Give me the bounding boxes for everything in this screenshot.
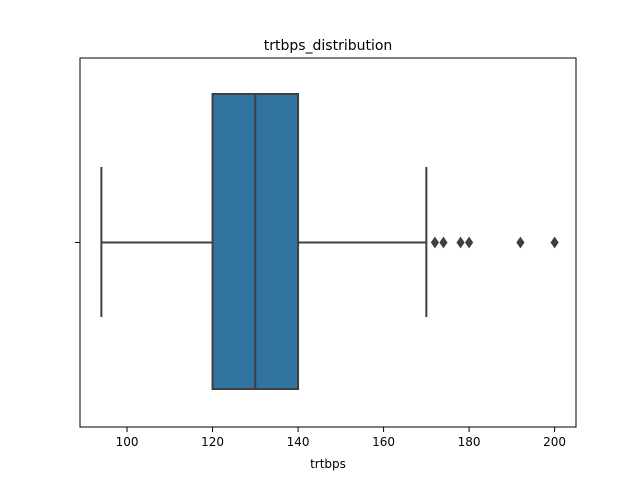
x-tick-label: 100: [116, 435, 139, 449]
x-tick-label: 140: [287, 435, 310, 449]
outlier-point: [517, 238, 524, 248]
x-tick-label: 120: [201, 435, 224, 449]
outlier-point: [457, 238, 464, 248]
outlier-point: [551, 238, 558, 248]
plot-area: [101, 94, 558, 389]
outlier-point: [440, 238, 447, 248]
x-tick-label: 160: [372, 435, 395, 449]
x-axis-label: trtbps: [310, 457, 346, 471]
outlier-point: [431, 238, 438, 248]
outlier-point: [466, 238, 473, 248]
x-tick-label: 200: [543, 435, 566, 449]
chart-title: trtbps_distribution: [264, 38, 393, 54]
x-tick-label: 180: [458, 435, 481, 449]
x-axis: 100 120 140 160 180 200: [116, 427, 566, 449]
